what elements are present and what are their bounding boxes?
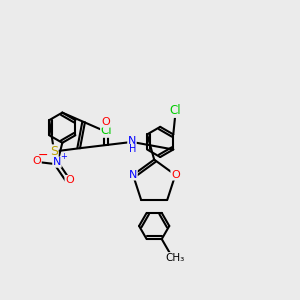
Text: Cl: Cl — [170, 104, 182, 117]
Text: O: O — [32, 156, 41, 166]
Text: +: + — [60, 152, 67, 161]
Text: CH₃: CH₃ — [166, 253, 185, 262]
Text: N: N — [129, 170, 137, 180]
Text: Cl: Cl — [101, 124, 112, 137]
Text: −: − — [38, 149, 48, 162]
Text: N: N — [128, 136, 136, 146]
Text: N: N — [53, 157, 61, 167]
Text: H: H — [129, 144, 136, 154]
Text: O: O — [171, 170, 180, 180]
Text: O: O — [102, 117, 110, 127]
Text: O: O — [65, 176, 74, 185]
Text: S: S — [50, 145, 58, 158]
